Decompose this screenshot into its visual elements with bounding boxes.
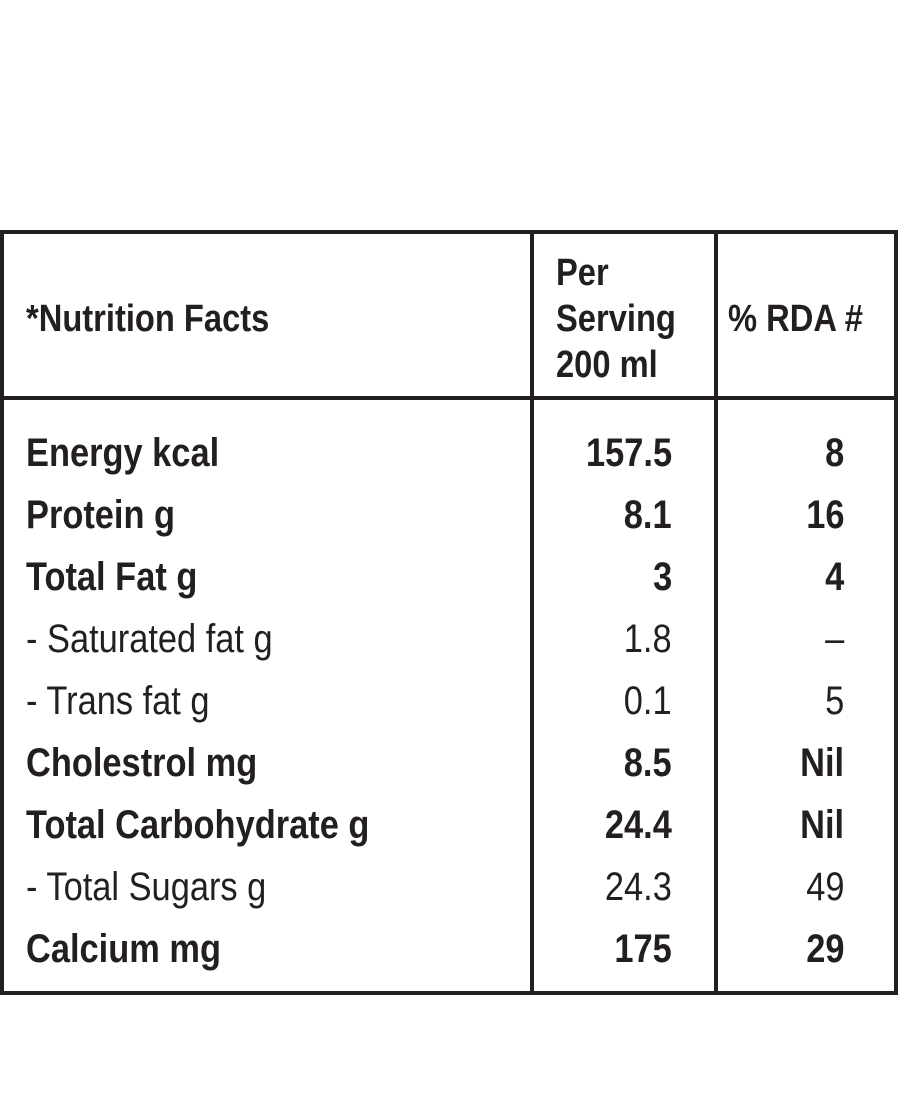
rda-value: Nil [800, 741, 844, 785]
table-row: - Total Sugars g 24.3 49 [4, 856, 894, 918]
column-divider [714, 234, 718, 991]
per-serving-value: 8.5 [624, 741, 672, 785]
per-serving-value: 24.3 [605, 865, 672, 909]
rda-value: 8 [824, 431, 844, 475]
table-row: Total Carbohydrate g 24.4 Nil [4, 794, 894, 856]
rda-value: Nil [800, 803, 844, 847]
nutrition-facts-table: *Nutrition Facts Per Serving 200 ml % RD… [0, 230, 898, 995]
header-divider [4, 396, 894, 400]
nutrient-rows: Energy kcal 157.5 8 Protein g 8.1 16 Total Fat… [4, 422, 894, 980]
table-row: - Saturated fat g 1.8 – [4, 608, 894, 670]
nutrient-label: - Total Sugars g [26, 865, 267, 909]
nutrient-label: Energy kcal [26, 431, 220, 475]
per-serving-heading-line: 200 ml [556, 344, 658, 386]
per-serving-heading-line: Serving [556, 298, 676, 340]
rda-value: 16 [805, 493, 844, 537]
nutrition-facts-heading: *Nutrition Facts [26, 298, 270, 340]
per-serving-value: 3 [652, 555, 672, 599]
nutrient-label: - Saturated fat g [26, 617, 273, 661]
table-row: Calcium mg 175 29 [4, 918, 894, 980]
per-serving-value: 24.4 [605, 803, 672, 847]
nutrient-label: Total Fat g [26, 555, 198, 599]
nutrient-label: Calcium mg [26, 927, 221, 971]
table-row: Energy kcal 157.5 8 [4, 422, 894, 484]
rda-value: 4 [824, 555, 844, 599]
per-serving-heading-line: Per [556, 252, 609, 294]
nutrient-label: Cholestrol mg [26, 741, 258, 785]
nutrient-label: Protein g [26, 493, 176, 537]
nutrient-label: - Trans fat g [26, 679, 210, 723]
table-row: Protein g 8.1 16 [4, 484, 894, 546]
rda-value: 5 [824, 679, 844, 723]
per-serving-value: 1.8 [624, 617, 672, 661]
rda-heading: % RDA # [728, 298, 863, 340]
per-serving-value: 157.5 [585, 431, 672, 475]
per-serving-value: 0.1 [624, 679, 672, 723]
column-divider [530, 234, 534, 991]
rda-value: 29 [805, 927, 844, 971]
per-serving-value: 175 [614, 927, 672, 971]
per-serving-heading: Per Serving 200 ml [556, 250, 676, 388]
per-serving-value: 8.1 [624, 493, 672, 537]
table-row: Total Fat g 3 4 [4, 546, 894, 608]
table-row: - Trans fat g 0.1 5 [4, 670, 894, 732]
table-row: Cholestrol mg 8.5 Nil [4, 732, 894, 794]
rda-value: – [824, 617, 844, 661]
nutrient-label: Total Carbohydrate g [26, 803, 370, 847]
table-header: *Nutrition Facts Per Serving 200 ml % RD… [4, 234, 894, 396]
rda-value: 49 [805, 865, 844, 909]
